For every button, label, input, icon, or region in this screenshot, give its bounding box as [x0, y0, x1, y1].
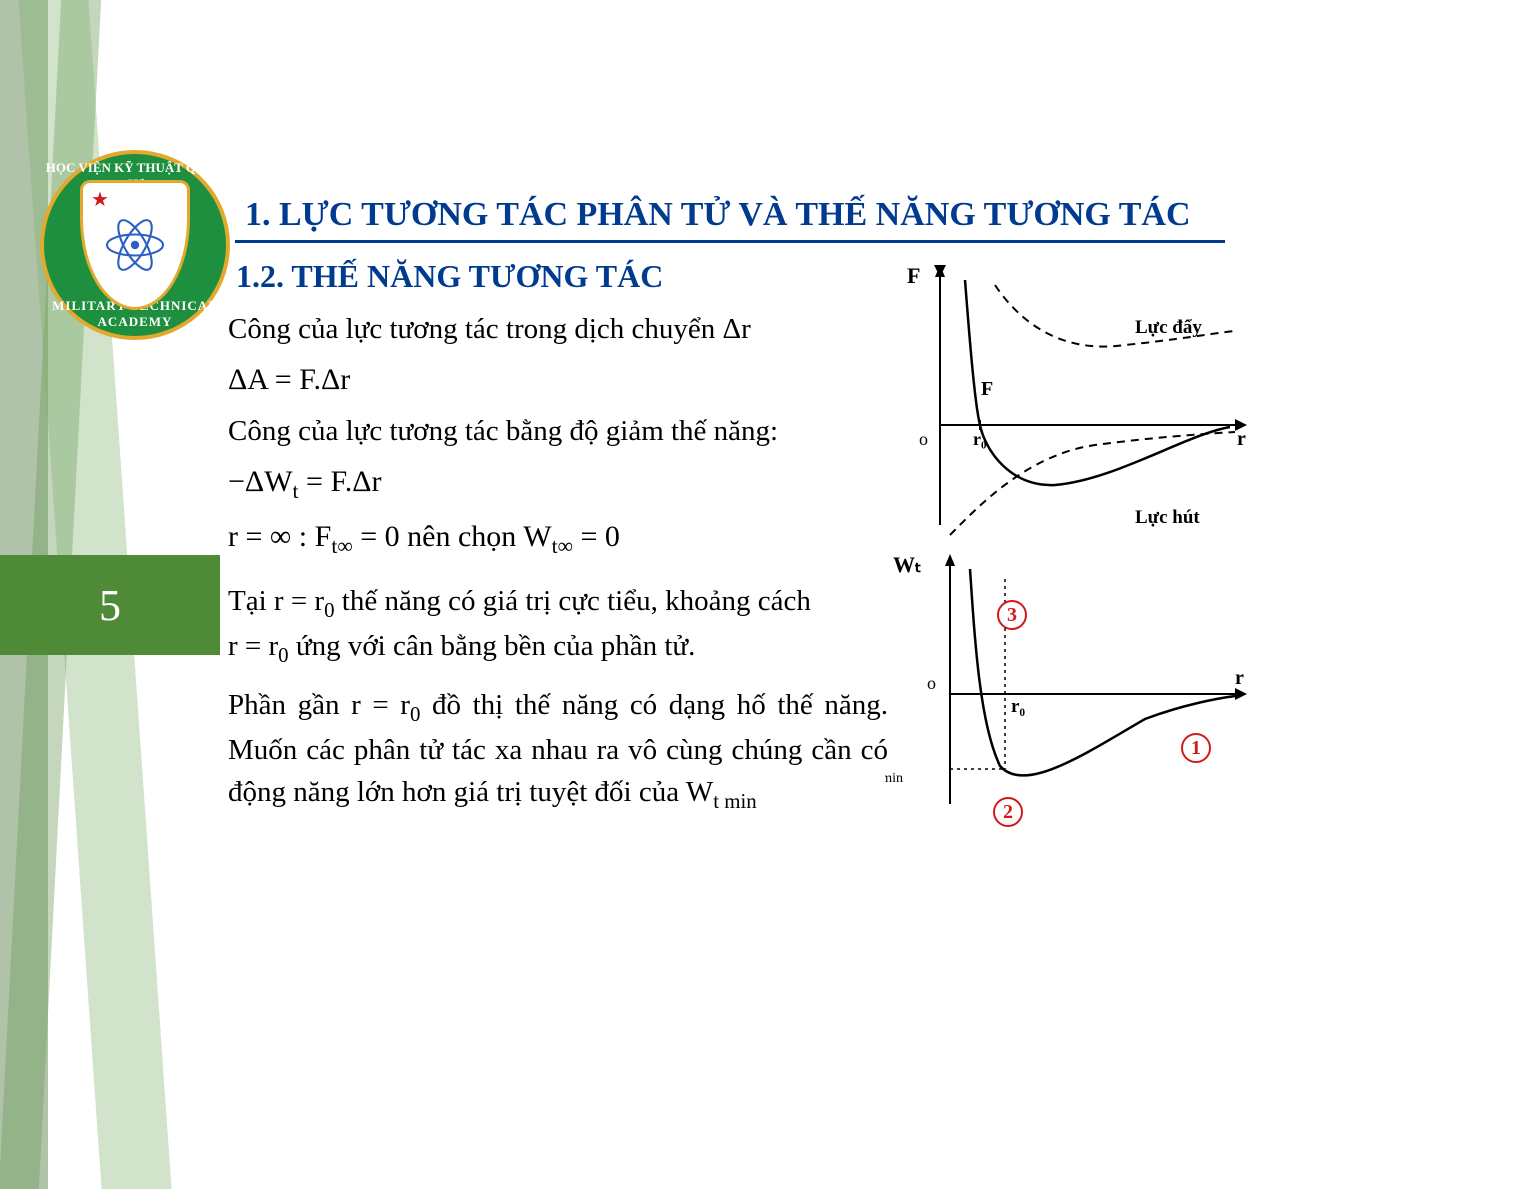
repulsion-label: Lực đẩy — [1135, 317, 1202, 338]
axis-label-r: r — [1237, 428, 1246, 450]
subsection-heading: 1.2. THẾ NĂNG TƯƠNG TÁC — [236, 258, 663, 295]
paragraph: Phần gần r = r0 đồ thị thế năng có dạng … — [228, 684, 888, 816]
atom-icon — [100, 210, 170, 280]
marker-3: 3 — [997, 600, 1027, 630]
page-number: 5 — [0, 555, 220, 655]
potential-graph: Wₜ r o r₀ Wt min — [885, 544, 1255, 824]
marker-1: 1 — [1181, 733, 1211, 763]
body-text: Công của lực tương tác trong dịch chuyển… — [228, 308, 888, 824]
physics-figure: F r o r₀ F Lực đẩy Lực hút — [885, 255, 1255, 835]
section-heading: 1. LỰC TƯƠNG TÁC PHÂN TỬ VÀ THẾ NĂNG TƯƠ… — [245, 196, 1191, 234]
paragraph: Tại r = r0 thế năng có giá trị cực tiểu,… — [228, 580, 888, 670]
axis-label-r: r — [1235, 667, 1244, 689]
math-inline: Δr — [723, 313, 751, 345]
equation: ΔA = F.Δr — [228, 358, 888, 402]
institution-logo: HỌC VIỆN KỸ THUẬT QUÂN SỰ MILITARY TECHN… — [40, 150, 230, 340]
text-fragment: Công của lực tương tác trong dịch chuyển — [228, 313, 723, 345]
equation: r = ∞ : Ft∞ = 0 nên chọn Wt∞ = 0 — [228, 515, 888, 562]
wtmin-label: Wt min — [885, 759, 903, 786]
star-icon: ★ — [91, 187, 109, 212]
F-curve-label: F — [981, 378, 993, 400]
r0-label: r₀ — [973, 429, 986, 449]
origin-label: o — [927, 673, 936, 693]
axis-label-F: F — [907, 263, 920, 288]
heading-underline — [235, 240, 1225, 243]
attraction-label: Lực hút — [1135, 507, 1200, 528]
origin-label: o — [919, 429, 928, 449]
text-line: Công của lực tương tác bằng độ giảm thế … — [228, 410, 888, 452]
equation: −ΔWt = F.Δr — [228, 460, 888, 507]
axis-label-Wt: Wₜ — [893, 552, 922, 577]
r0-label: r₀ — [1011, 696, 1025, 717]
force-graph: F r o r₀ F Lực đẩy Lực hút — [885, 255, 1255, 545]
marker-2: 2 — [993, 797, 1023, 827]
